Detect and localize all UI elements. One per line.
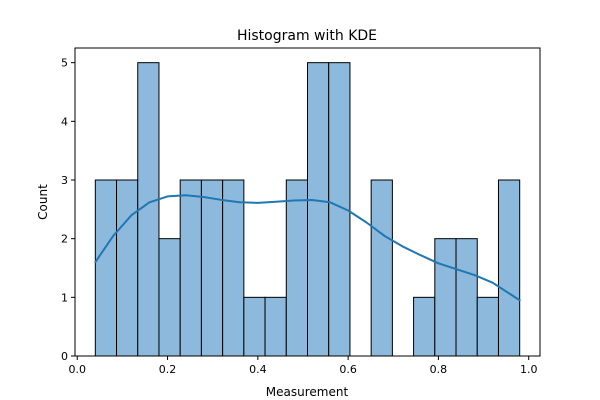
y-tick-label: 3 xyxy=(61,174,68,187)
y-tick-label: 1 xyxy=(61,291,68,304)
y-tick-label: 2 xyxy=(61,233,68,246)
x-axis-ticks: 0.0 0.2 0.4 0.6 0.8 1.0 xyxy=(69,356,538,376)
histogram-bar xyxy=(307,62,330,357)
histogram-bar xyxy=(158,238,181,357)
histogram-bar xyxy=(243,296,266,357)
histogram-bar xyxy=(455,238,478,357)
x-tick-label: 0.8 xyxy=(430,363,448,376)
plot-frame xyxy=(74,47,541,357)
histogram-bar xyxy=(179,179,202,357)
histogram-bar xyxy=(413,296,436,357)
histogram-bar xyxy=(264,296,287,357)
histogram-bar xyxy=(434,238,457,357)
histogram-bar xyxy=(285,179,308,357)
histogram-bar xyxy=(200,179,224,357)
x-tick-label: 1.0 xyxy=(520,363,538,376)
y-tick-label: 0 xyxy=(61,350,68,363)
kde-layer xyxy=(94,194,521,302)
histogram-bar xyxy=(222,179,245,357)
x-tick-label: 0.6 xyxy=(339,363,357,376)
y-tick-label: 5 xyxy=(61,57,68,70)
y-axis-label: Count xyxy=(36,184,50,220)
x-tick-label: 0.0 xyxy=(69,363,87,376)
kde-line xyxy=(94,194,521,302)
x-tick-label: 0.2 xyxy=(159,363,177,376)
histogram-bar xyxy=(497,179,521,357)
x-tick-label: 0.4 xyxy=(249,363,267,376)
histogram-bar xyxy=(370,179,393,357)
y-axis-ticks: 0 1 2 3 4 5 xyxy=(61,57,75,363)
histogram-bar xyxy=(94,179,118,357)
chart-title: Histogram with KDE xyxy=(237,28,377,44)
x-axis-label: Measurement xyxy=(266,385,349,399)
histogram-bar xyxy=(116,179,139,357)
y-tick-label: 4 xyxy=(61,115,68,128)
histogram-bar xyxy=(476,296,499,357)
histogram-bars xyxy=(94,62,521,357)
